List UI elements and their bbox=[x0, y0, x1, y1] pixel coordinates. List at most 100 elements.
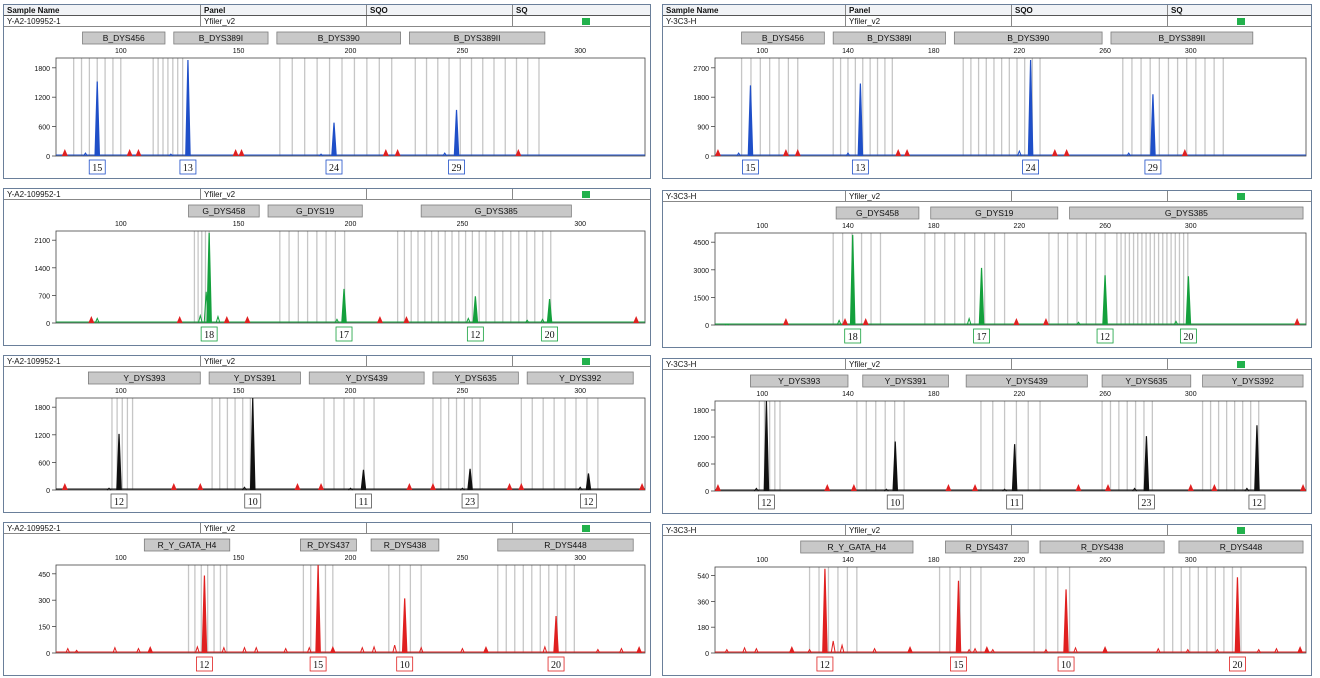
size-standard-marker bbox=[850, 484, 857, 491]
allele-call[interactable]: 11 bbox=[1006, 494, 1024, 510]
allele-call[interactable]: 29 bbox=[1144, 159, 1162, 175]
allele-call[interactable]: 20 bbox=[547, 656, 565, 672]
marker-label[interactable]: Y_DYS391 bbox=[208, 371, 301, 385]
marker-label[interactable]: B_DYS389I bbox=[832, 31, 946, 45]
marker-label[interactable]: Y_DYS392 bbox=[1202, 374, 1304, 388]
minor-peak bbox=[618, 647, 624, 654]
marker-label[interactable]: B_DYS456 bbox=[82, 31, 166, 45]
marker-label[interactable]: R_DYS438 bbox=[370, 538, 440, 552]
marker-label[interactable]: G_DYS385 bbox=[420, 204, 572, 218]
allele-call[interactable]: 18 bbox=[844, 328, 862, 344]
x-tick-label: 260 bbox=[1099, 391, 1111, 398]
allele-call[interactable]: 12 bbox=[196, 656, 213, 672]
allele-call[interactable]: 15 bbox=[309, 656, 327, 672]
sample-info-row[interactable]: Y-3C3-H Yfiler_v2 bbox=[663, 16, 1311, 27]
marker-label[interactable]: R_Y_GATA_H4 bbox=[800, 540, 914, 554]
marker-label[interactable]: B_DYS389II bbox=[408, 31, 546, 45]
marker-label[interactable]: B_DYS389II bbox=[1110, 31, 1254, 45]
marker-label[interactable]: B_DYS389I bbox=[173, 31, 269, 45]
size-standard-marker bbox=[639, 483, 646, 490]
allele-call[interactable]: 12 bbox=[758, 494, 775, 510]
allele-peak bbox=[185, 59, 191, 157]
y-tick-label: 180 bbox=[697, 625, 709, 632]
marker-label[interactable]: Y_DYS391 bbox=[862, 374, 949, 388]
allele-call[interactable]: 11 bbox=[355, 493, 372, 509]
minor-peak bbox=[136, 647, 141, 654]
sample-info-row[interactable]: Y-3C3-H Yfiler_v2 bbox=[663, 359, 1311, 370]
marker-label[interactable]: Y_DYS393 bbox=[87, 371, 201, 385]
allele-call[interactable]: 20 bbox=[1229, 656, 1246, 672]
marker-label[interactable]: Y_DYS393 bbox=[750, 374, 849, 388]
allele-call[interactable]: 10 bbox=[886, 494, 904, 510]
marker-label[interactable]: B_DYS390 bbox=[953, 31, 1103, 45]
minor-peak bbox=[242, 486, 247, 491]
sample-info-row[interactable]: Y-A2-109952-1 Yfiler_v2 bbox=[4, 356, 650, 367]
marker-label[interactable]: R_DYS438 bbox=[1039, 540, 1165, 554]
size-standard-marker bbox=[61, 149, 68, 156]
y-tick-label: 0 bbox=[46, 651, 50, 658]
allele-call[interactable]: 20 bbox=[1179, 328, 1197, 344]
marker-box bbox=[188, 204, 260, 218]
sample-panel-right-green: Y-3C3-H Yfiler_v2 G_DYS458 G_DYS19 G_DYS38… bbox=[662, 190, 1312, 348]
allele-call[interactable]: 12 bbox=[466, 326, 484, 342]
sample-panel-left-green: Y-A2-109952-1 Yfiler_v2 G_DYS458 G_DYS19 G… bbox=[3, 188, 651, 346]
minor-peak bbox=[724, 323, 730, 326]
sample-info-row[interactable]: Y-3C3-H Yfiler_v2 bbox=[663, 525, 1311, 536]
size-standard-marker bbox=[904, 149, 911, 156]
marker-label[interactable]: B_DYS456 bbox=[741, 31, 825, 45]
allele-call[interactable]: 20 bbox=[541, 326, 558, 342]
allele-call[interactable]: 15 bbox=[88, 159, 106, 175]
sample-info-row[interactable]: Y-A2-109952-1 Yfiler_v2 bbox=[4, 523, 650, 534]
minor-peak bbox=[306, 646, 312, 654]
minor-peak bbox=[524, 319, 530, 324]
allele-call[interactable]: 15 bbox=[742, 159, 759, 175]
marker-label[interactable]: G_DYS458 bbox=[835, 206, 920, 220]
marker-label[interactable]: Y_DYS439 bbox=[965, 374, 1088, 388]
size-standard-marker bbox=[714, 484, 721, 491]
marker-box bbox=[832, 31, 946, 45]
marker-label[interactable]: R_DYS448 bbox=[497, 538, 634, 552]
sample-info-row[interactable]: Y-3C3-H Yfiler_v2 bbox=[663, 191, 1311, 202]
marker-name: Y_DYS393 bbox=[123, 373, 165, 383]
allele-call[interactable]: 17 bbox=[335, 326, 353, 342]
marker-label[interactable]: R_DYS437 bbox=[300, 538, 357, 552]
allele-call[interactable]: 12 bbox=[110, 493, 128, 509]
allele-call[interactable]: 29 bbox=[448, 159, 465, 175]
marker-label[interactable]: Y_DYS392 bbox=[526, 371, 634, 385]
allele-call[interactable]: 23 bbox=[1138, 494, 1155, 510]
allele-call[interactable]: 23 bbox=[461, 493, 479, 509]
marker-label[interactable]: G_DYS458 bbox=[188, 204, 260, 218]
allele-call[interactable]: 13 bbox=[851, 159, 869, 175]
allele-call[interactable]: 17 bbox=[973, 328, 990, 344]
marker-label[interactable]: G_DYS19 bbox=[267, 204, 363, 218]
minor-peak bbox=[1016, 149, 1022, 157]
allele-call[interactable]: 24 bbox=[1022, 159, 1039, 175]
allele-call[interactable]: 10 bbox=[244, 493, 262, 509]
allele-call[interactable]: 24 bbox=[325, 159, 343, 175]
marker-label[interactable]: R_Y_GATA_H4 bbox=[143, 538, 231, 552]
marker-label[interactable]: Y_DYS635 bbox=[1101, 374, 1192, 388]
marker-label[interactable]: Y_DYS635 bbox=[432, 371, 519, 385]
x-tick-label: 100 bbox=[756, 391, 768, 398]
marker-label[interactable]: G_DYS385 bbox=[1069, 206, 1304, 220]
allele-box bbox=[200, 326, 218, 342]
allele-call[interactable]: 12 bbox=[816, 656, 834, 672]
marker-label[interactable]: R_DYS448 bbox=[1178, 540, 1304, 554]
allele-call[interactable]: 10 bbox=[1057, 656, 1075, 672]
allele-call[interactable]: 13 bbox=[179, 159, 197, 175]
allele-call[interactable]: 18 bbox=[200, 326, 218, 342]
minor-peak bbox=[253, 646, 259, 654]
marker-label[interactable]: Y_DYS439 bbox=[308, 371, 425, 385]
marker-label[interactable]: B_DYS390 bbox=[276, 31, 401, 45]
allele-call[interactable]: 12 bbox=[1248, 494, 1266, 510]
allele-call[interactable]: 12 bbox=[580, 493, 597, 509]
allele-call[interactable]: 12 bbox=[1096, 328, 1114, 344]
sample-info-row[interactable]: Y-A2-109952-1 Yfiler_v2 bbox=[4, 16, 650, 27]
marker-label[interactable]: R_DYS437 bbox=[945, 540, 1029, 554]
allele-call[interactable]: 15 bbox=[950, 656, 967, 672]
allele-call[interactable]: 10 bbox=[396, 656, 414, 672]
marker-label[interactable]: G_DYS19 bbox=[930, 206, 1059, 220]
allele-peak bbox=[1102, 275, 1108, 326]
sample-info-row[interactable]: Y-A2-109952-1 Yfiler_v2 bbox=[4, 189, 650, 200]
electropherogram: R_Y_GATA_H4 R_DYS437 R_DYS438 R_DYS448 10 0 15… bbox=[38, 538, 646, 672]
